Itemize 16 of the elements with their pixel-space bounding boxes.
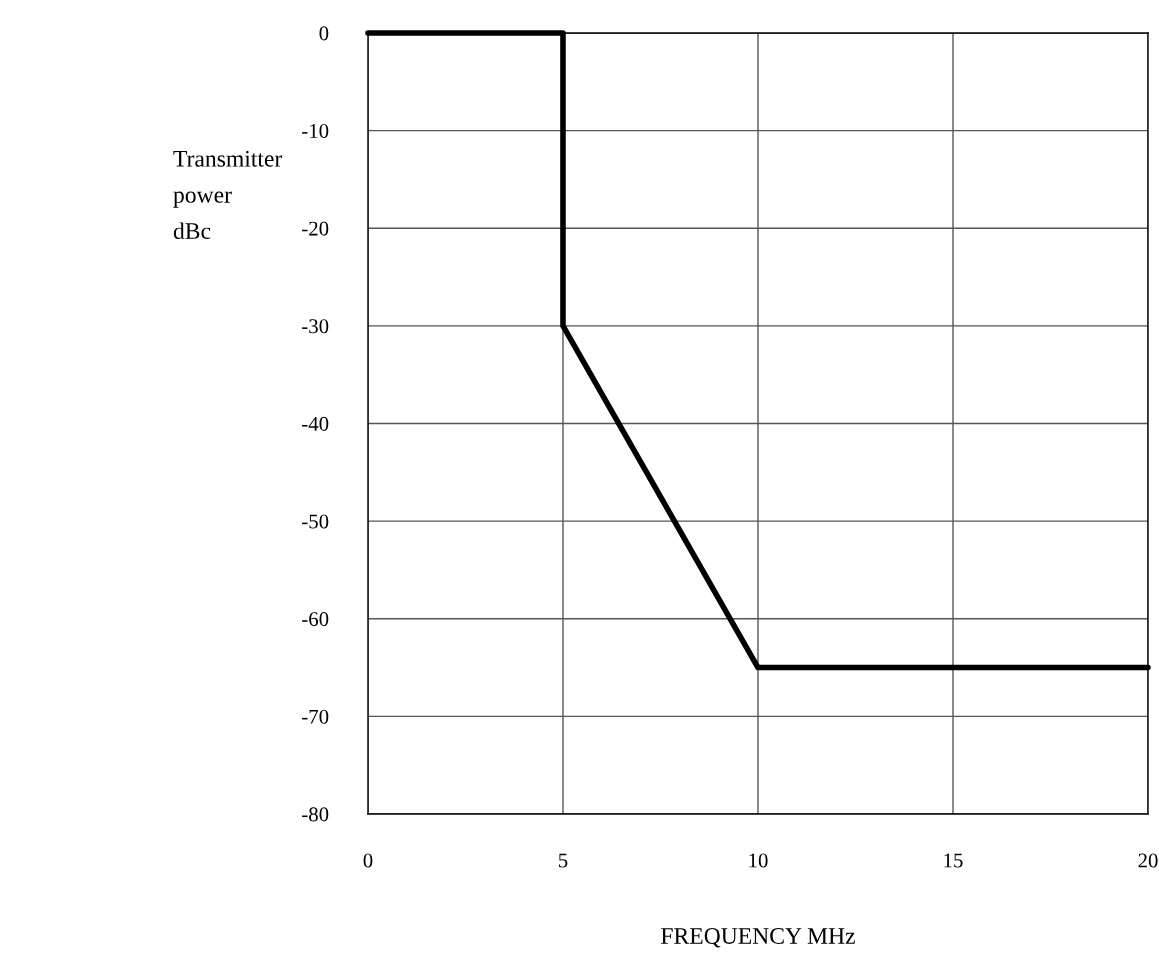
y-tick-label: -80	[302, 807, 329, 822]
y-tick-label: -40	[302, 416, 329, 431]
x-tick-label: 5	[558, 853, 568, 868]
y-tick-label: -20	[302, 221, 329, 236]
x-tick-label: 10	[749, 853, 768, 868]
y-tick-label: -60	[302, 612, 329, 627]
x-tick-label: 15	[944, 853, 963, 868]
x-tick-label: 0	[363, 853, 373, 868]
y-tick-label: 0	[319, 26, 329, 41]
x-axis-title: FREQUENCY MHz	[661, 928, 855, 948]
y-tick-label: -30	[302, 319, 329, 334]
x-tick-label: 20	[1138, 853, 1158, 868]
y-tick-label: -70	[302, 709, 329, 724]
y-axis-title: Transmitter power dBc	[173, 150, 283, 240]
y-tick-label: -10	[302, 123, 329, 139]
y-tick-label: -50	[302, 514, 329, 529]
